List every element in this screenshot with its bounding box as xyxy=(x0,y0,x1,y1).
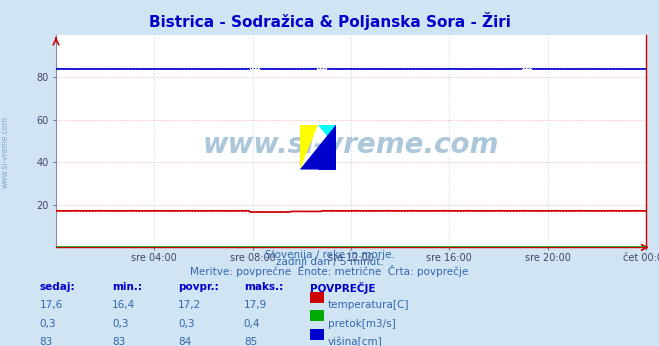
Text: pretok[m3/s]: pretok[m3/s] xyxy=(328,319,396,329)
Text: 83: 83 xyxy=(40,337,53,346)
Text: maks.:: maks.: xyxy=(244,282,283,292)
Text: 83: 83 xyxy=(112,337,125,346)
Text: zadnji dan / 5 minut.: zadnji dan / 5 minut. xyxy=(275,257,384,267)
Text: 16,4: 16,4 xyxy=(112,300,135,310)
Polygon shape xyxy=(318,147,336,170)
Text: 17,6: 17,6 xyxy=(40,300,63,310)
Text: 0,3: 0,3 xyxy=(178,319,194,329)
Text: 0,4: 0,4 xyxy=(244,319,260,329)
Text: 17,2: 17,2 xyxy=(178,300,201,310)
Text: Bistrica - Sodražica & Poljanska Sora - Žiri: Bistrica - Sodražica & Poljanska Sora - … xyxy=(148,12,511,30)
Text: temperatura[C]: temperatura[C] xyxy=(328,300,410,310)
Text: Meritve: povprečne  Enote: metrične  Črta: povprečje: Meritve: povprečne Enote: metrične Črta:… xyxy=(190,265,469,277)
Text: Slovenija / reke in morje.: Slovenija / reke in morje. xyxy=(264,250,395,260)
Text: višina[cm]: višina[cm] xyxy=(328,337,383,346)
Text: www.si-vreme.com: www.si-vreme.com xyxy=(203,131,499,159)
Polygon shape xyxy=(300,125,336,170)
Text: 17,9: 17,9 xyxy=(244,300,267,310)
Text: povpr.:: povpr.: xyxy=(178,282,219,292)
Text: 0,3: 0,3 xyxy=(112,319,129,329)
Polygon shape xyxy=(318,125,336,147)
Text: 84: 84 xyxy=(178,337,191,346)
Polygon shape xyxy=(300,125,318,170)
Text: 85: 85 xyxy=(244,337,257,346)
Text: www.si-vreme.com: www.si-vreme.com xyxy=(1,116,10,188)
Text: POVPREČJE: POVPREČJE xyxy=(310,282,375,294)
Text: sedaj:: sedaj: xyxy=(40,282,75,292)
Text: min.:: min.: xyxy=(112,282,142,292)
Text: 0,3: 0,3 xyxy=(40,319,56,329)
